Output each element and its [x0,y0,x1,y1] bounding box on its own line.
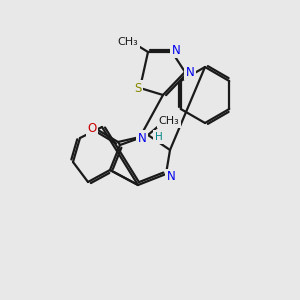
Text: CH₃: CH₃ [159,116,179,126]
Text: O: O [87,122,97,136]
Text: N: N [172,44,180,56]
Text: N: N [186,65,194,79]
Text: CH₃: CH₃ [118,37,138,47]
Text: H: H [155,132,163,142]
Text: N: N [138,131,146,145]
Text: S: S [134,82,142,94]
Text: N: N [167,170,176,184]
